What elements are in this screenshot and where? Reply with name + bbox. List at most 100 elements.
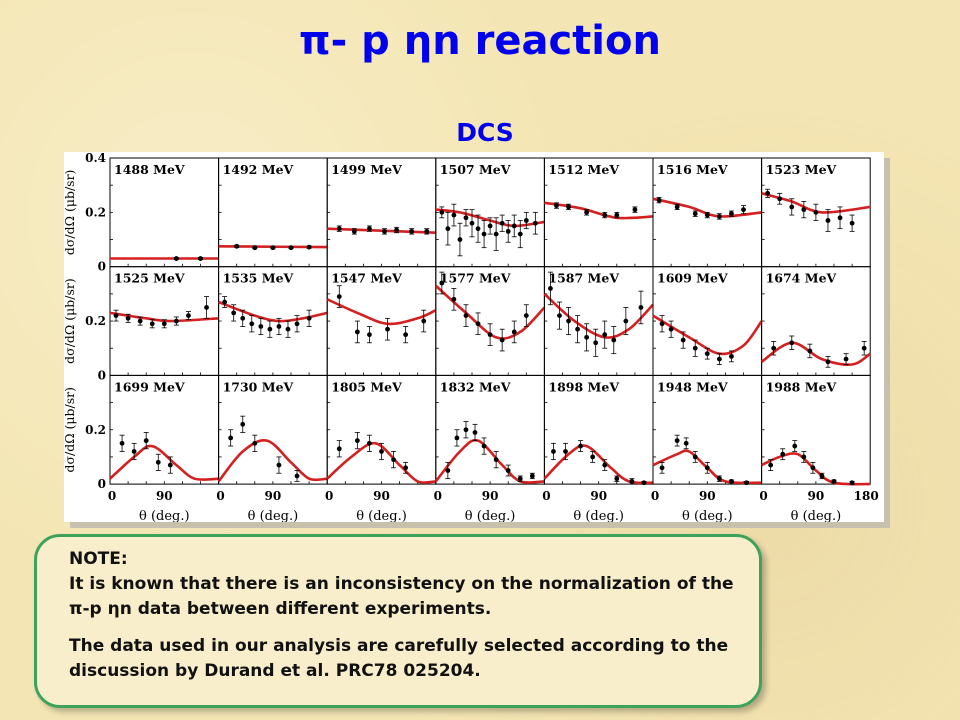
model-curve [652, 197, 762, 218]
model-curve [652, 449, 762, 485]
data-point [825, 218, 831, 223]
x-tick-label: 90 [482, 489, 499, 503]
data-point [551, 449, 556, 454]
data-point [659, 321, 665, 327]
data-point [125, 315, 131, 321]
data-point [623, 318, 629, 324]
data-point [267, 326, 273, 332]
data-point [532, 220, 538, 226]
data-point [252, 440, 258, 446]
y-axis-title: dσ/dΩ (μb/sr) [64, 170, 77, 256]
data-point [683, 440, 689, 446]
data-point [294, 473, 300, 479]
data-point [394, 227, 399, 233]
data-point [593, 340, 599, 346]
x-tick-label: 90 [373, 489, 390, 503]
data-point [439, 209, 445, 215]
data-point [741, 207, 746, 213]
data-point [403, 332, 409, 338]
data-point [385, 326, 390, 332]
data-point [511, 223, 517, 229]
model-curve [326, 441, 436, 484]
data-point [288, 245, 294, 251]
model-curve [326, 298, 437, 326]
panel-energy-label: 1988 MeV [766, 379, 837, 394]
y-tick-label: 0 [98, 260, 106, 274]
x-tick-label: 90 [808, 489, 825, 503]
data-point [629, 478, 635, 484]
data-point [801, 454, 807, 460]
data-point [351, 228, 357, 234]
x-axis-title: θ (deg.) [356, 509, 407, 522]
data-point [252, 245, 258, 251]
data-point [167, 462, 173, 468]
data-point [336, 294, 342, 299]
x-tick-label: 90 [265, 489, 282, 503]
data-point [566, 204, 571, 210]
data-point [173, 256, 179, 261]
data-point [472, 430, 478, 435]
data-point [421, 318, 427, 324]
data-point [716, 476, 722, 482]
data-point [548, 286, 553, 291]
data-point [602, 332, 608, 338]
data-point [463, 427, 469, 433]
data-point [143, 438, 149, 444]
data-point [819, 473, 825, 479]
data-point [249, 321, 255, 327]
model-curve [544, 201, 654, 220]
data-point [367, 440, 372, 446]
data-point [493, 231, 499, 237]
chart-subtitle: DCS [456, 118, 514, 147]
data-point [113, 313, 119, 319]
x-tick-label: 90 [699, 489, 716, 503]
note-text-2: The data used in our analysis are carefu… [69, 636, 729, 681]
y-tick-label: 0.2 [85, 423, 106, 437]
data-point [861, 345, 867, 351]
dcs-chart: 1488 MeV 1492 MeV 1499 MeV 1507 MeV 1512 MeV… [64, 152, 879, 522]
data-point [336, 446, 342, 452]
note-heading: NOTE: [69, 549, 128, 569]
data-point [306, 244, 312, 250]
data-point [228, 435, 234, 441]
data-point [777, 196, 783, 202]
panel-energy-label: 1898 MeV [548, 379, 619, 394]
data-point [481, 443, 487, 449]
data-point [367, 332, 372, 338]
data-point [451, 296, 457, 302]
model-curve [761, 452, 871, 486]
data-point [614, 476, 620, 482]
data-point [563, 449, 568, 454]
data-point [614, 212, 620, 218]
data-point [780, 451, 786, 457]
data-point [119, 440, 125, 446]
data-point [584, 209, 590, 215]
data-point [505, 468, 511, 473]
data-point [641, 480, 647, 486]
x-tick-label: 90 [156, 489, 173, 503]
data-point [656, 197, 662, 203]
data-point [354, 329, 360, 335]
model-curve [761, 192, 871, 214]
data-point [768, 462, 774, 468]
x-axis-title: θ (deg.) [682, 509, 733, 522]
data-point [765, 190, 771, 196]
data-point [813, 209, 819, 215]
data-point [517, 231, 523, 237]
data-point [659, 465, 665, 471]
data-point [825, 359, 831, 365]
data-point [523, 313, 529, 319]
data-point [457, 237, 463, 242]
data-point [231, 310, 237, 316]
x-tick-label: 180 [854, 489, 879, 503]
data-point [557, 313, 562, 319]
data-point [704, 351, 710, 357]
data-point [849, 220, 855, 226]
data-point [493, 457, 499, 463]
panel-energy-label: 1609 MeV [657, 271, 728, 286]
note-box: NOTE: It is known that there is an incon… [34, 534, 762, 708]
model-curve [434, 438, 545, 484]
x-tick-label: 0 [434, 489, 442, 503]
data-point [692, 211, 698, 217]
data-point [523, 218, 529, 223]
